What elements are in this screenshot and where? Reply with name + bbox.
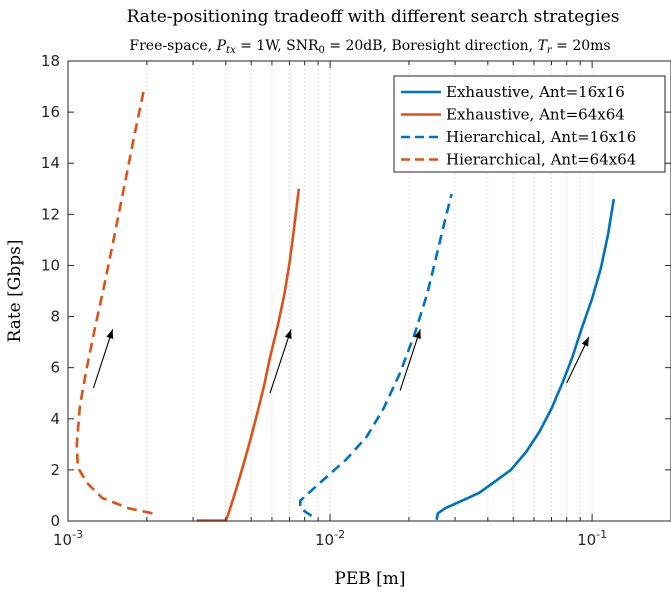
chart-subtitle: Free-space, Ptx = 1W, SNR0 = 20dB, Bores… xyxy=(129,38,610,56)
plot-lines xyxy=(75,86,616,522)
trend-arrow xyxy=(92,329,114,389)
y-tick-label: 2 xyxy=(50,461,60,479)
trend-arrowhead xyxy=(414,329,421,339)
y-tick-label: 12 xyxy=(41,205,60,223)
trend-arrowhead xyxy=(284,329,292,339)
y-tick-label: 18 xyxy=(41,52,60,70)
snr-subscript: 0 xyxy=(318,45,324,56)
trend-arrowhead xyxy=(106,329,114,339)
x-axis-label: PEB [m] xyxy=(334,569,405,589)
trend-arrow xyxy=(399,329,421,391)
y-tick-label: 16 xyxy=(41,103,60,121)
trend-arrowhead xyxy=(581,337,589,347)
legend-label-2: Exhaustive, Ant=64x64 xyxy=(446,106,625,124)
snr-value: = 20dB, Boresight direction, xyxy=(325,38,538,54)
series-line-3 xyxy=(299,193,453,517)
legend-label-4: Hierarchical, Ant=64x64 xyxy=(446,151,636,169)
y-axis-label: Rate [Gbps] xyxy=(5,240,25,343)
series-line-1 xyxy=(435,198,616,520)
x-tick-label: 10-1 xyxy=(577,528,607,549)
ptx-symbol: P xyxy=(216,38,227,54)
x-tick-label: 10-3 xyxy=(53,528,83,549)
y-tick-label: 8 xyxy=(50,308,60,326)
legend-label-3: Hierarchical, Ant=16x16 xyxy=(446,128,636,146)
series-line-2 xyxy=(196,188,301,522)
y-tick-label: 14 xyxy=(41,154,60,172)
y-tick-label: 10 xyxy=(41,256,60,274)
legend: Exhaustive, Ant=16x16 Exhaustive, Ant=64x… xyxy=(393,75,666,173)
trend-arrow xyxy=(269,329,292,394)
legend-label-1: Exhaustive, Ant=16x16 xyxy=(446,83,625,101)
y-tick-label: 0 xyxy=(50,512,60,530)
tr-value: = 20ms xyxy=(552,38,611,54)
ptx-subscript: tx xyxy=(226,45,236,56)
series-line-4 xyxy=(75,86,153,515)
chart-title: Rate-positioning tradeoff with different… xyxy=(127,7,620,27)
plot-frame xyxy=(67,60,671,522)
y-tick-label: 6 xyxy=(50,359,60,377)
tr-subscript: r xyxy=(547,45,553,56)
axis-ticks: 0 2 4 6 8 10 12 14 16 18 10-3 10-2 10-1 xyxy=(41,52,671,549)
ptx-value: = 1W, SNR xyxy=(236,38,319,54)
trend-arrows xyxy=(92,329,590,394)
tr-symbol: T xyxy=(538,38,549,54)
x-tick-label: 10-2 xyxy=(315,528,345,549)
y-tick-label: 4 xyxy=(50,410,60,428)
subtitle-prefix: Free-space, xyxy=(129,38,216,54)
